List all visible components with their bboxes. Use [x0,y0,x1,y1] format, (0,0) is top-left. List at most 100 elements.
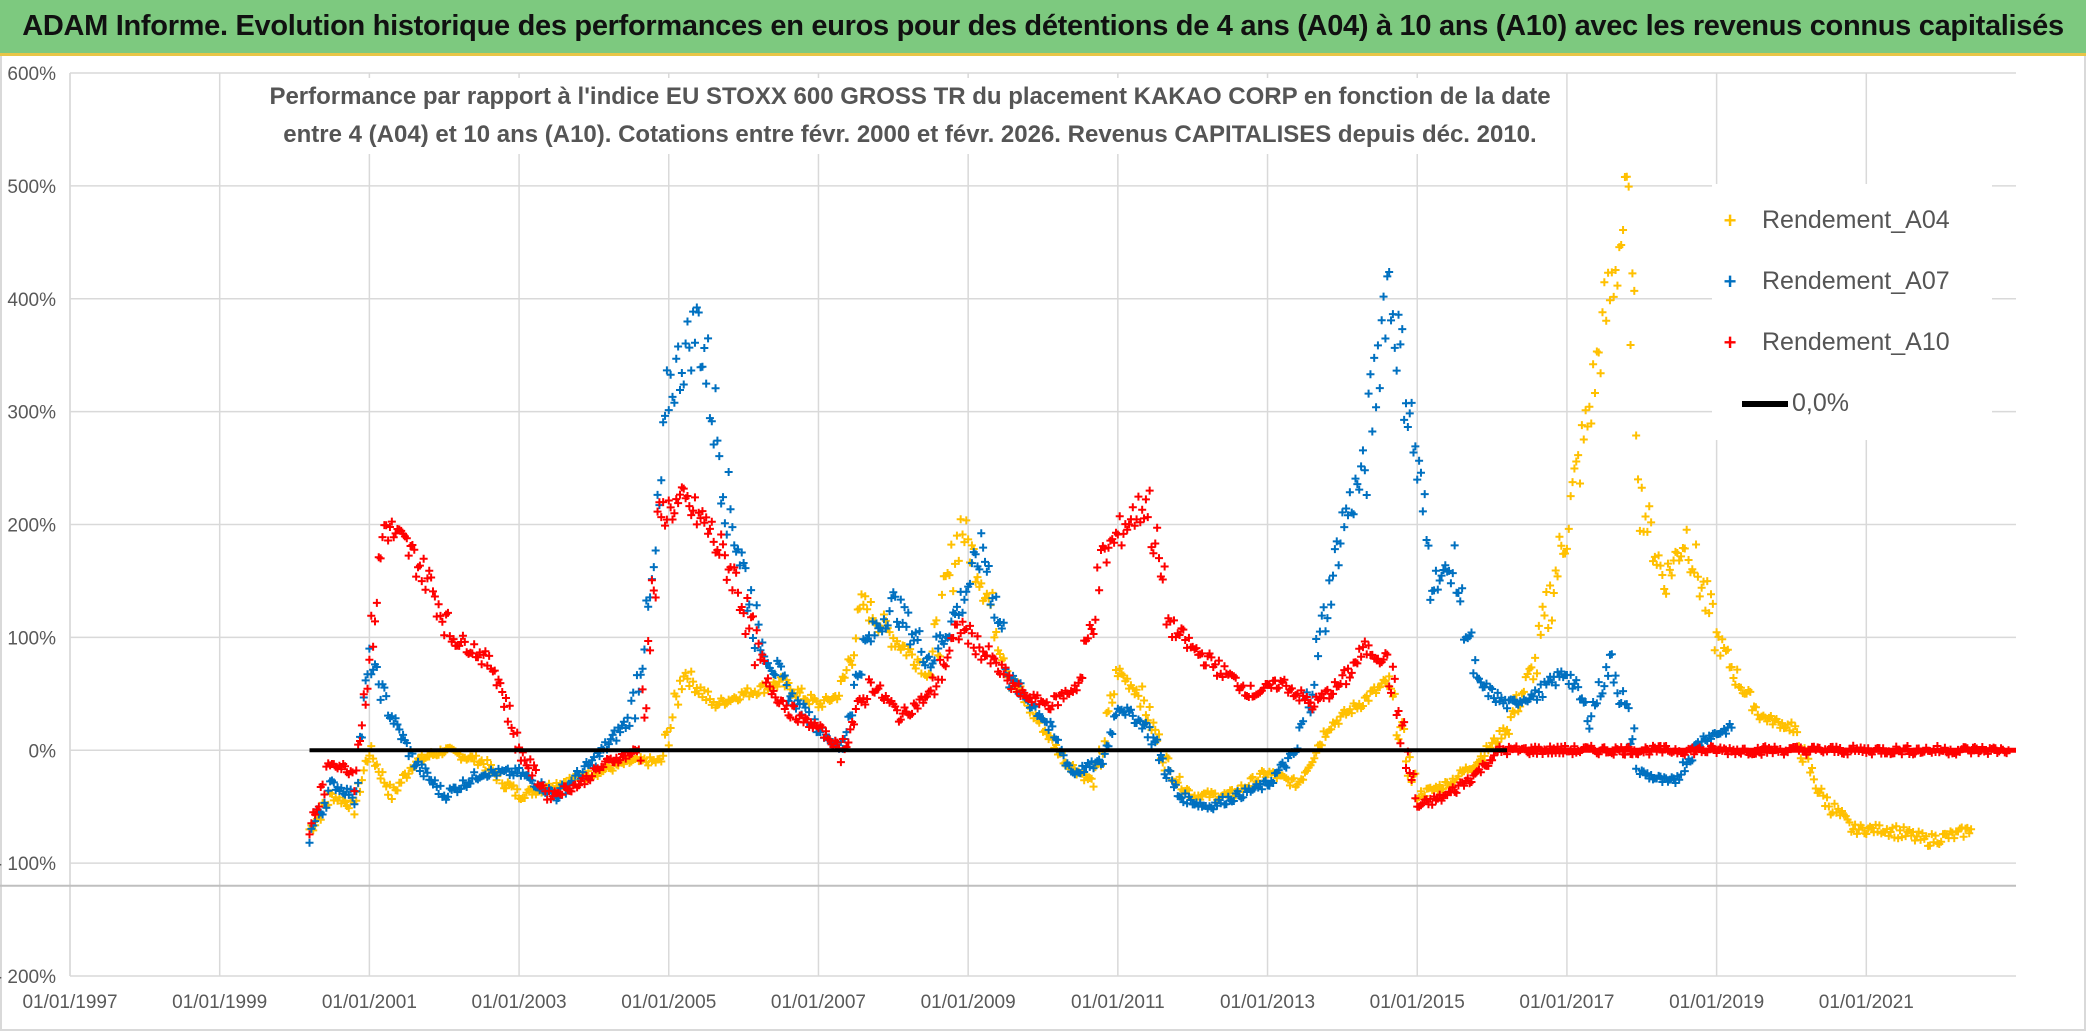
legend-label-a10: Rendement_A10 [1762,328,1950,356]
legend-item-a10: + Rendement_A10 [1712,312,1992,373]
data-point [879,615,888,624]
data-point [1119,529,1128,538]
data-point [1787,718,1796,727]
data-point [1619,226,1628,235]
data-point [1233,787,1242,796]
data-point [1654,551,1663,560]
data-point [657,757,666,766]
data-point [1663,559,1672,568]
data-point [971,577,980,586]
data-point [500,702,509,711]
data-point [1892,822,1901,831]
data-point [1645,502,1654,511]
data-point [1463,774,1472,783]
legend-item-zero: 0,0% [1712,373,1992,434]
data-point [1042,698,1051,707]
data-point [748,612,757,621]
data-point [1574,683,1583,692]
data-point [1207,653,1216,662]
data-point [1804,754,1813,763]
data-point [391,714,400,723]
data-point [908,709,917,718]
data-point [408,541,417,550]
data-point [1692,540,1701,549]
data-point [1248,772,1257,781]
data-point [421,764,430,773]
data-point [1151,539,1160,548]
data-point [1340,523,1349,532]
data-point [990,613,999,622]
data-point [739,609,748,618]
data-point [756,646,765,655]
data-point [967,629,976,638]
data-point [1377,316,1386,325]
data-point [1766,711,1775,720]
data-point [705,524,714,533]
data-point [1469,669,1478,678]
data-point [1774,717,1783,726]
data-point [354,778,363,787]
data-point [1809,775,1818,784]
data-point [524,764,533,773]
data-point [1379,655,1388,664]
data-point [1727,662,1736,671]
data-point [417,577,426,586]
data-point [664,741,673,750]
data-point [1325,694,1334,703]
data-point [1282,763,1291,772]
data-point [999,618,1008,627]
data-point [1467,777,1476,786]
data-point [1269,779,1278,788]
data-point [765,682,774,691]
legend-label-zero: 0,0% [1792,389,1849,417]
data-point [1372,403,1381,412]
data-point [958,608,967,617]
data-point [896,645,905,654]
data-point [1493,688,1502,697]
data-point [911,664,920,673]
data-point [451,783,460,792]
data-point [1422,536,1431,544]
data-point [1534,687,1543,696]
data-point [1630,286,1639,295]
data-point [971,650,980,659]
data-point [1899,823,1908,832]
data-point [1198,649,1207,658]
data-point [1345,488,1354,497]
x-tick-label: 01/01/2019 [1669,992,1764,1013]
data-point [458,776,467,785]
data-point [619,717,628,726]
data-point [758,650,767,659]
data-point [713,436,722,445]
data-point [1649,557,1657,566]
y-tick-label: 500% [7,177,56,198]
data-point [1959,832,1968,841]
data-point [1108,730,1117,739]
data-point [515,763,524,772]
data-point [1053,701,1062,710]
data-point [1299,717,1308,726]
data-point [586,776,595,785]
data-point [1405,409,1414,418]
data-point [1396,340,1405,349]
data-point [1577,694,1586,703]
data-point [644,761,653,770]
data-point [470,640,479,649]
data-point [1385,672,1394,681]
data-point [359,766,368,775]
data-point [891,592,900,601]
data-point [1003,676,1012,685]
data-point [1531,686,1540,695]
data-point [1596,369,1605,378]
data-point [1375,384,1384,393]
data-point [967,559,976,568]
data-point [1680,544,1689,553]
data-point [898,618,907,627]
data-point [1310,754,1319,763]
data-point [730,541,739,550]
data-point [490,666,499,675]
data-point [997,624,1006,633]
data-point [1201,661,1210,670]
data-point [350,787,359,796]
